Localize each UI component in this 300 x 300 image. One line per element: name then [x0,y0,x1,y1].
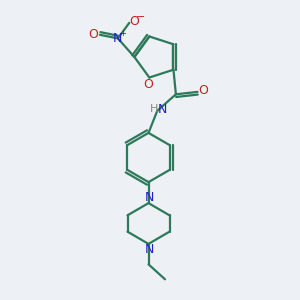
Text: O: O [143,78,153,91]
Text: +: + [120,28,126,38]
Text: N: N [144,191,154,204]
Text: −: − [136,12,146,22]
Text: N: N [158,103,167,116]
Text: N: N [144,243,154,256]
Text: H: H [149,104,158,114]
Text: O: O [199,84,208,97]
Text: N: N [113,32,123,45]
Text: O: O [88,28,98,41]
Text: O: O [129,15,139,28]
